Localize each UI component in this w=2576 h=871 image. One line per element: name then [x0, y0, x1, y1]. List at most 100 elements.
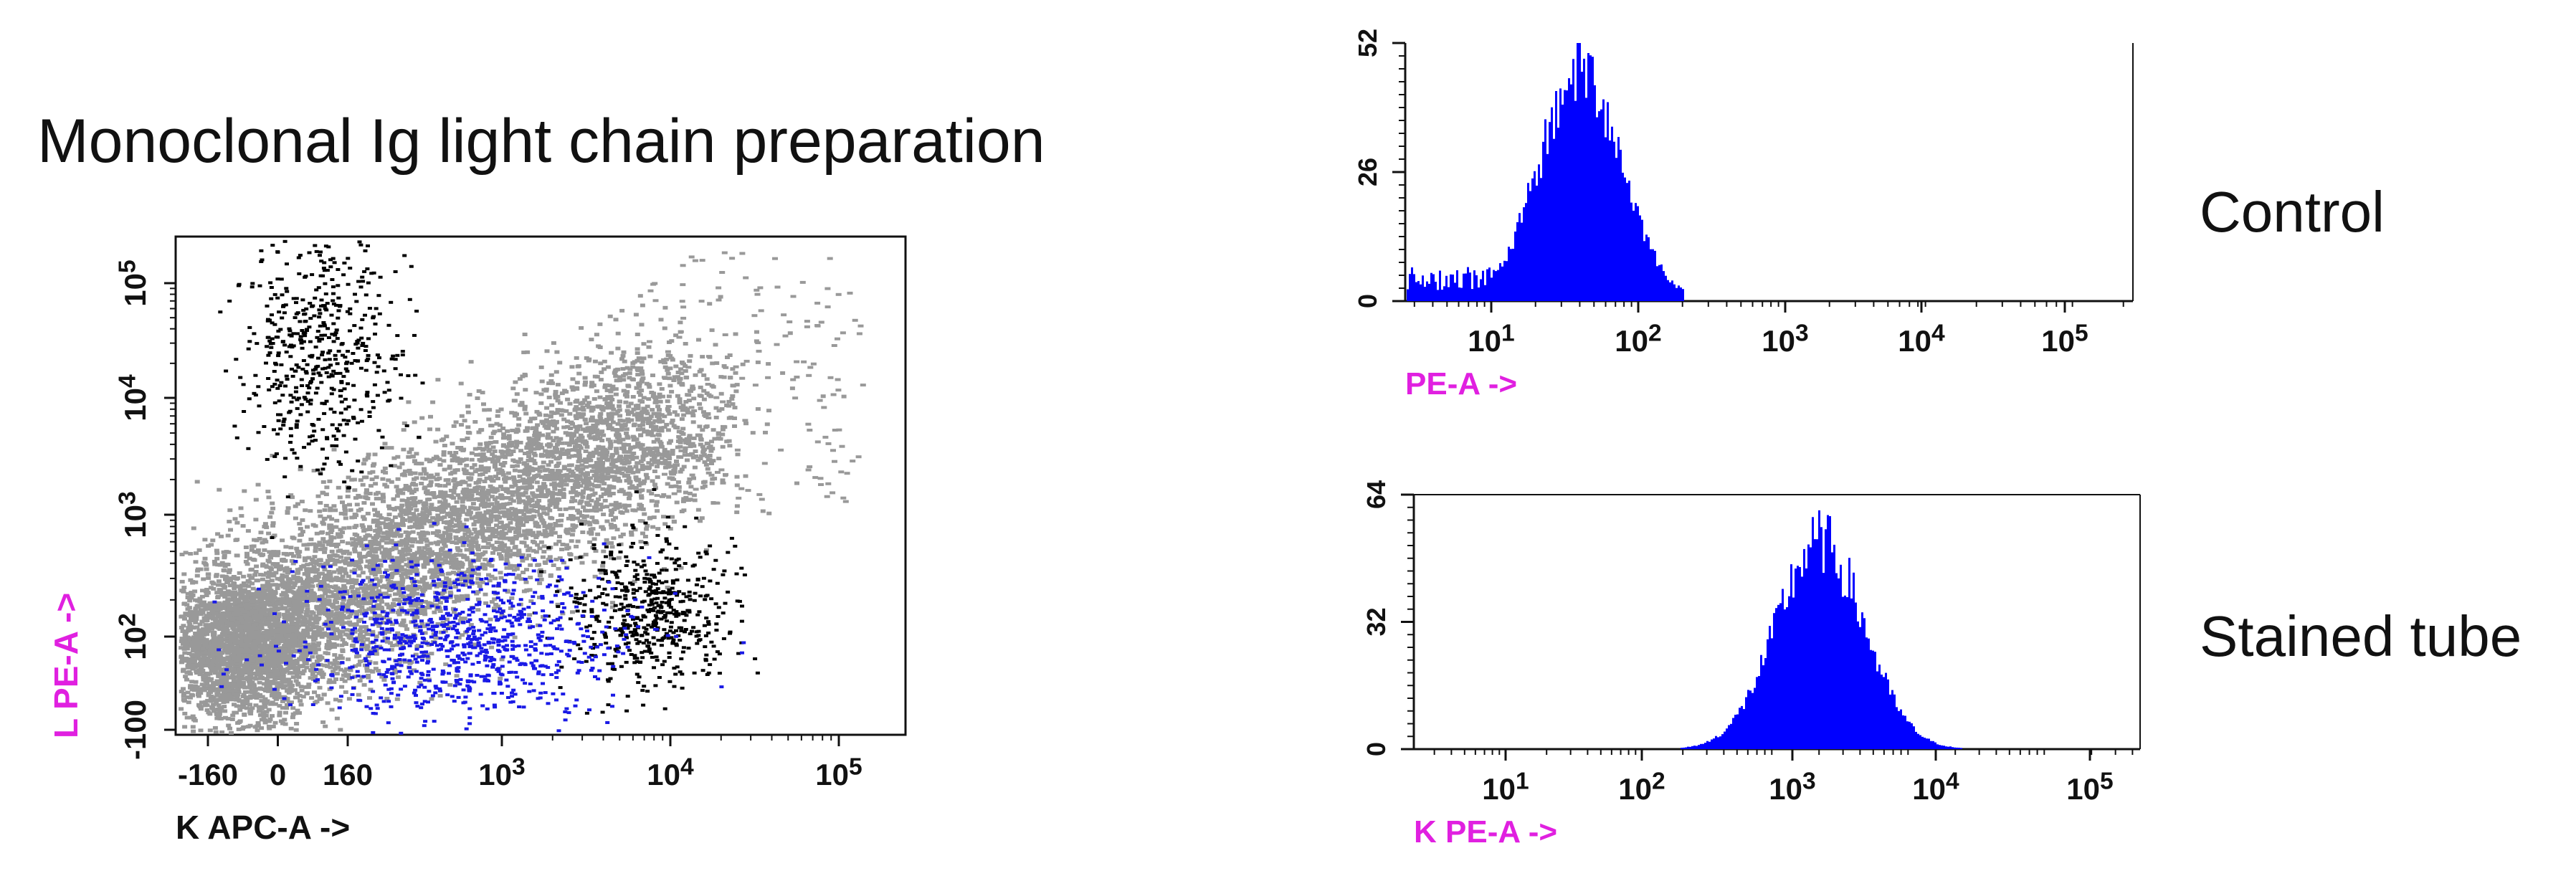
- gray-dot: [436, 569, 442, 573]
- gray-dot: [664, 422, 670, 427]
- gray-dot: [280, 579, 285, 583]
- gray-dot: [535, 543, 541, 547]
- gray-dot: [295, 596, 300, 600]
- gray-dot: [540, 433, 546, 437]
- gray-dot: [678, 566, 684, 570]
- gray-dot: [548, 443, 553, 447]
- gray-dot: [390, 609, 395, 614]
- gray-dot: [524, 445, 530, 449]
- gray-dot: [442, 484, 448, 488]
- gray-dot: [595, 404, 601, 409]
- gray-dot: [501, 432, 507, 437]
- gray-dot: [555, 399, 561, 403]
- gray-dot: [584, 485, 589, 489]
- gray-dot: [700, 444, 705, 449]
- gray-dot: [356, 663, 362, 667]
- gray-dot: [604, 541, 609, 546]
- gray-dot: [576, 407, 581, 411]
- gray-dot: [427, 427, 432, 432]
- gray-dot: [432, 558, 437, 562]
- gray-dot: [632, 444, 638, 449]
- gray-dot: [560, 543, 566, 546]
- gray-dot: [298, 650, 304, 655]
- gray-dot: [534, 437, 540, 441]
- gray-dot: [415, 602, 421, 606]
- gray-dot: [525, 350, 531, 354]
- gray-dot: [486, 503, 492, 507]
- gray-dot: [634, 386, 640, 390]
- gray-dot: [369, 542, 374, 546]
- gray-dot: [363, 491, 369, 495]
- gray-dot: [320, 520, 325, 525]
- gray-dot: [396, 598, 401, 602]
- gray-dot: [362, 537, 368, 541]
- gray-dot: [433, 636, 439, 640]
- gray-dot: [523, 515, 529, 519]
- gray-dot: [626, 491, 632, 495]
- gray-dot: [449, 554, 455, 558]
- gray-dot: [591, 384, 597, 388]
- gray-dot: [342, 507, 348, 510]
- gray-dot: [559, 391, 565, 396]
- gray-dot: [384, 485, 389, 489]
- gray-dot: [599, 404, 605, 409]
- gray-dot: [601, 492, 607, 496]
- gray-dot: [485, 488, 491, 492]
- gray-dot: [502, 461, 508, 465]
- gray-dot: [299, 500, 305, 504]
- gray-dot: [532, 417, 538, 421]
- gray-dot: [421, 556, 427, 561]
- gray-dot: [641, 406, 647, 411]
- gray-dot: [500, 470, 505, 475]
- gray-dot: [337, 571, 343, 575]
- gray-dot: [338, 534, 343, 538]
- gray-dot: [574, 438, 580, 442]
- gray-dot: [644, 476, 650, 480]
- gray-dot: [508, 526, 513, 530]
- gray-dot: [374, 652, 379, 656]
- gray-dot: [652, 419, 658, 423]
- gray-dot: [334, 518, 340, 523]
- gray-dot: [434, 520, 440, 525]
- gray-dot: [426, 604, 432, 608]
- gray-dot: [275, 553, 280, 558]
- gray-dot: [340, 601, 346, 606]
- gray-dot: [619, 425, 625, 429]
- gray-dot: [584, 471, 590, 475]
- gray-dot: [589, 338, 594, 342]
- gray-dot: [502, 543, 508, 547]
- gray-dot: [544, 349, 550, 353]
- gray-dot: [489, 509, 495, 513]
- gray-dot: [422, 485, 428, 490]
- gray-dot: [457, 513, 462, 517]
- gray-dot: [378, 563, 384, 567]
- gray-dot: [639, 323, 645, 327]
- gray-dot: [494, 422, 500, 426]
- gray-dot: [624, 427, 629, 432]
- gray-dot: [473, 506, 479, 510]
- gray-dot: [633, 475, 639, 480]
- gray-dot: [589, 381, 595, 385]
- gray-dot: [498, 544, 503, 548]
- gray-dot: [375, 569, 380, 573]
- gray-dot: [412, 471, 418, 475]
- gray-dot: [688, 485, 694, 489]
- gray-dot: [655, 437, 660, 442]
- gray-dot: [328, 508, 333, 513]
- gray-dot: [573, 414, 579, 418]
- gray-dot: [567, 401, 573, 406]
- gray-dot: [570, 523, 576, 528]
- gray-dot: [670, 418, 675, 422]
- gray-dot: [634, 455, 640, 460]
- gray-dot: [507, 452, 512, 457]
- gray-dot: [675, 375, 680, 379]
- gray-dot: [493, 535, 498, 538]
- gray-dot: [322, 576, 327, 581]
- gray-dot: [418, 540, 424, 544]
- gray-dot: [646, 489, 652, 493]
- gray-dot: [516, 500, 522, 505]
- gray-dot: [523, 452, 528, 455]
- gray-dot: [638, 540, 644, 544]
- gray-dot: [743, 474, 748, 478]
- gray-dot: [561, 487, 566, 492]
